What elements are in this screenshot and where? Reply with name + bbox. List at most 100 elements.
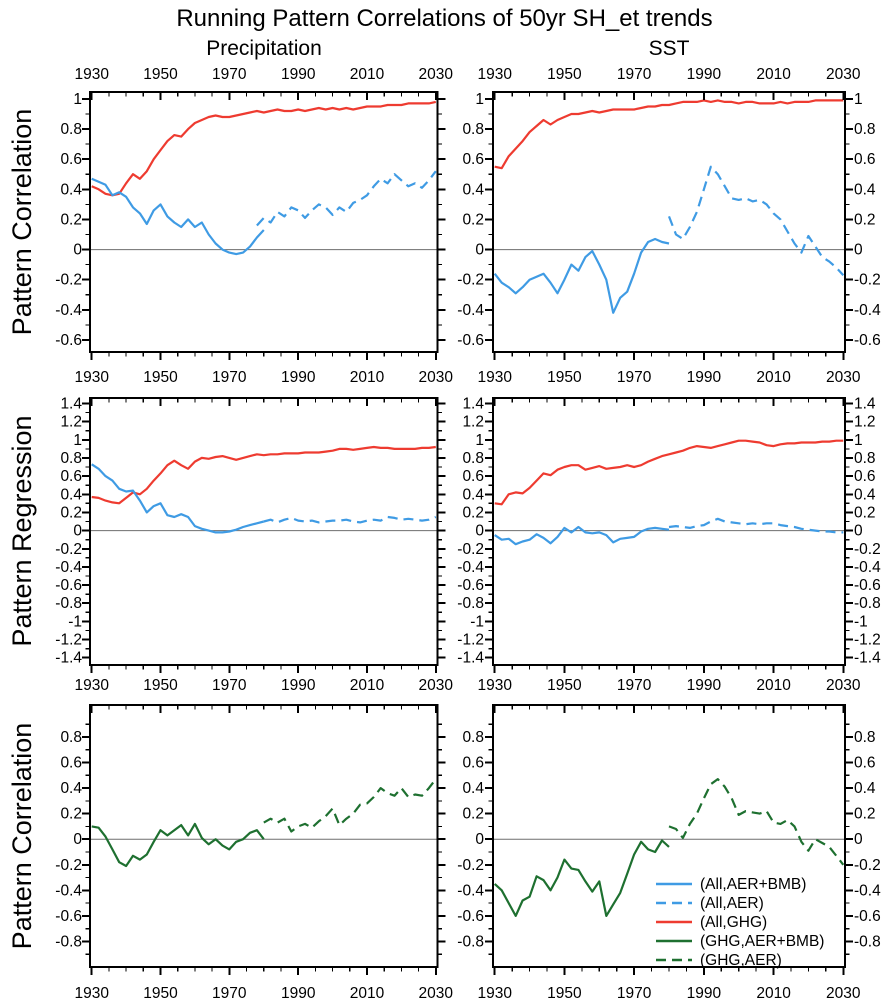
series-all-aer-bmb	[494, 525, 670, 546]
plot-frame	[492, 397, 846, 666]
y-tick-labels: -0.6 -0.4 -0.2 0 0.2 0.4 0.6 0.8 1	[55, 91, 82, 349]
y-tick-label: 0.2	[854, 806, 876, 823]
y-tick-label: -1.4	[55, 650, 82, 667]
y-tick-label: -0.8	[457, 933, 484, 950]
y-tick-label: 0.6	[854, 151, 876, 168]
y-tick-label: -0.2	[854, 857, 881, 874]
legend-label: (All,GHG)	[700, 914, 767, 931]
series-ghg-aer-bmb	[91, 822, 265, 868]
legend-label: (GHG,AER)	[700, 952, 782, 969]
x-tick-label: 1950	[547, 369, 582, 386]
y-tick-label: 0	[73, 831, 82, 848]
y-tick-label: -0.2	[854, 272, 881, 289]
series-all-aer-bmb	[91, 463, 265, 534]
legend-label: (All,AER+BMB)	[700, 876, 806, 893]
y-tick-labels: -1.4-1.2-1-0.8-0.6-0.4-0.200.20.40.60.81…	[55, 395, 82, 666]
series-all-ghg	[494, 439, 844, 506]
y-tick-label: 0	[475, 831, 484, 848]
panel-sst-pattern-correlation: -0.6 -0.6 -0.4 -0.4 -0.2 -0.2 0 0 0.2 0.2 0.4 0.4 0.…	[457, 91, 881, 360]
y-tick-label: 1	[475, 432, 484, 449]
y-tick-label: -0.8	[854, 933, 881, 950]
x-ticks	[90, 705, 437, 975]
y-ticks	[485, 97, 853, 341]
y-tick-label: 0.4	[462, 181, 484, 198]
y-tick-label: -1.4	[457, 650, 484, 667]
series-all-ghg	[494, 99, 844, 170]
y-tick-label: 0.2	[462, 211, 484, 228]
y-tick-label: -0.8	[457, 595, 484, 612]
x-tick-label: 1970	[212, 66, 247, 83]
x-tick-label: 1990	[281, 677, 316, 694]
x-tick-label: 2010	[350, 985, 385, 1002]
y-tick-label: 1	[854, 91, 863, 108]
legend-label: (GHG,AER+BMB)	[700, 933, 824, 950]
y-tick-label: -0.2	[55, 857, 82, 874]
y-tick-label: -1.2	[457, 632, 484, 649]
y-ticks	[485, 402, 853, 659]
y-tick-label: -1.2	[55, 632, 82, 649]
x-tick-label: 1930	[74, 369, 109, 386]
x-tick-label: 2030	[826, 677, 861, 694]
y-tick-label: 1.4	[60, 395, 82, 412]
y-tick-label: -0.4	[457, 302, 484, 319]
panel-sst-ghg-pattern-correlation: -0.8 -0.8 -0.6 -0.6 -0.4 -0.4 -0.2 -0.2 0 0 0.2 0.2…	[457, 704, 881, 975]
x-tick-label: 1930	[477, 985, 512, 1002]
y-tick-label: 0.2	[60, 504, 82, 521]
y-tick-label: -0.4	[854, 559, 881, 576]
plot-frame	[492, 91, 846, 353]
x-tick-label: 1970	[617, 677, 652, 694]
x-ticks	[493, 705, 845, 975]
legend-item-all-aer-bmb: (All,AER+BMB)	[656, 876, 806, 893]
x-tick-label: 1950	[547, 985, 582, 1002]
y-tick-labels: -0.6 -0.6 -0.4 -0.4 -0.2 -0.2 0 0 0.2 0.2 0.4 0.4 0.…	[457, 91, 881, 349]
x-tick-label: 1990	[281, 66, 316, 83]
series-ghg-aer	[263, 778, 437, 833]
y-tick-label: -0.8	[55, 595, 82, 612]
y-tick-label: -0.8	[854, 595, 881, 612]
y-tick-label: 0.8	[60, 121, 82, 138]
y-tick-label: 0.6	[854, 755, 876, 772]
y-tick-label: 1	[854, 432, 863, 449]
series-all-aer	[256, 170, 437, 227]
x-tick-labels: 1930 1950 1970 1990 2010 2030 1930 1950 1970 1990…	[74, 66, 860, 1002]
y-tick-label: 0.8	[60, 450, 82, 467]
y-tick-label: -1.4	[854, 650, 881, 667]
x-tick-label: 2030	[419, 677, 454, 694]
plot-frame	[89, 397, 439, 666]
x-tick-label: 2030	[826, 66, 861, 83]
series-all-aer	[263, 515, 437, 524]
y-tick-label: 0.6	[854, 468, 876, 485]
y-tick-label: -0.6	[457, 908, 484, 925]
y-ticks	[82, 402, 446, 659]
x-tick-label: 2010	[756, 369, 791, 386]
y-tick-label: -0.4	[854, 882, 881, 899]
x-tick-label: 2030	[419, 369, 454, 386]
y-tick-label: 0.2	[60, 211, 82, 228]
y-tick-label: -0.2	[55, 272, 82, 289]
legend-item-ghg-aer: (GHG,AER)	[656, 952, 782, 969]
x-tick-label: 2010	[756, 677, 791, 694]
y-tick-label: 0.2	[854, 504, 876, 521]
y-tick-label: 0.2	[462, 806, 484, 823]
y-tick-label: 0	[73, 523, 82, 540]
plot-frame	[492, 704, 846, 968]
y-tick-label: -1.2	[854, 632, 881, 649]
x-tick-label: 1930	[74, 677, 109, 694]
x-tick-label: 2030	[419, 985, 454, 1002]
y-tick-label: 0.6	[60, 151, 82, 168]
y-tick-label: 1.2	[60, 414, 82, 431]
x-tick-label: 1990	[281, 369, 316, 386]
x-tick-label: 2010	[350, 369, 385, 386]
series-ghg-aer	[668, 778, 845, 866]
series-all-aer-bmb	[493, 237, 670, 314]
y-tick-label: 0.4	[462, 780, 484, 797]
legend-item-ghg-aer-bmb: (GHG,AER+BMB)	[656, 933, 824, 950]
series-all-aer	[667, 165, 845, 276]
y-tick-label: -0.2	[457, 857, 484, 874]
y-ticks	[485, 723, 853, 955]
y-tick-labels: -1.4 -1.4-1.2 -1.2-1 -1-0.8 -0.8-0.6 -0.6-0.4…	[457, 395, 881, 666]
y-tick-label: 1.4	[854, 395, 876, 412]
series-all-aer	[668, 517, 844, 534]
x-tick-label: 2010	[350, 677, 385, 694]
